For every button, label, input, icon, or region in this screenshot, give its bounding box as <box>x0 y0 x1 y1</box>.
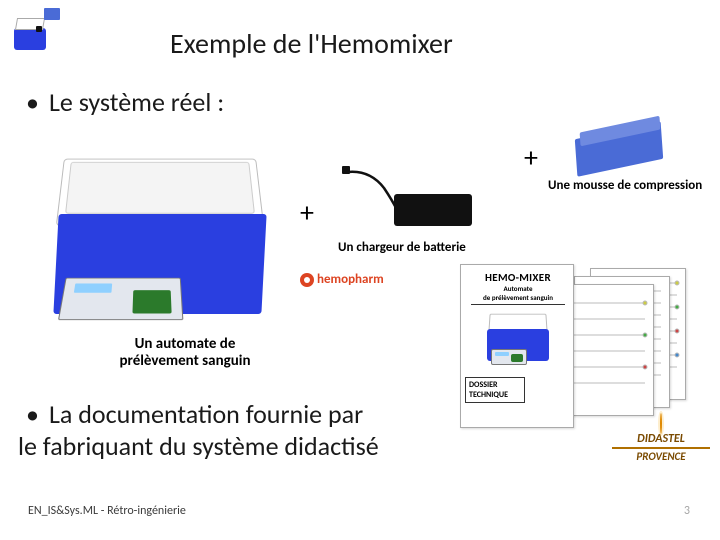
documentation-stack: HEMO-MIXER Automate de prélèvement sangu… <box>460 264 710 474</box>
doc-title: HEMO-MIXER <box>461 265 575 284</box>
charger-illustration <box>340 160 490 240</box>
page-title: Exemple de l'Hemomixer <box>170 26 453 61</box>
bullet-1-text: Le système réel : <box>49 86 224 118</box>
plus-1: + <box>300 195 314 230</box>
hemopharm-text: hemopharm <box>317 272 384 287</box>
doc-sub1: Automate <box>461 284 575 293</box>
bullet-1: • Le système réel : <box>26 86 224 118</box>
sun-icon <box>660 414 662 433</box>
didastel-logo: DIDASTEL PROVENCE <box>606 414 716 462</box>
doc-dossier1: DOSSIER <box>469 380 521 390</box>
automate-illustration <box>40 150 270 330</box>
bullet-2-l1: La documentation fournie par <box>49 398 363 430</box>
automate-caption-l1: Un automate de <box>100 336 270 353</box>
foam-caption: Une mousse de compression <box>548 178 702 193</box>
hemopharm-icon <box>300 273 314 287</box>
plus-2: + <box>524 140 538 175</box>
bullet-2: • La documentation fournie par <box>26 398 363 431</box>
bullet-dot-icon: • <box>26 86 39 118</box>
slide-root: Exemple de l'Hemomixer • Le système réel … <box>0 0 720 540</box>
doc-sub2: de prélèvement sanguin <box>471 293 565 305</box>
hemopharm-logo: hemopharm <box>300 272 384 287</box>
bullet-dot-icon: • <box>26 398 39 430</box>
foam-illustration <box>570 118 670 174</box>
automate-caption: Un automate de prélèvement sanguin <box>100 336 270 371</box>
thumb-setup <box>6 6 66 56</box>
doc-dossier2: TECHNIQUE <box>469 390 521 400</box>
footer-text: EN_IS&Sys.ML - Rétro-ingénierie <box>28 504 186 518</box>
charger-caption: Un chargeur de batterie <box>338 240 466 255</box>
bullet-2-l2: le fabriquant du système didactisé <box>18 430 379 462</box>
automate-caption-l2: prélèvement sanguin <box>100 353 270 370</box>
didastel-text2: PROVENCE <box>606 451 716 462</box>
bullet-2-line2: le fabriquant du système didactisé <box>18 430 379 463</box>
page-number: 3 <box>684 504 690 518</box>
didastel-text1: DIDASTEL <box>606 433 716 445</box>
